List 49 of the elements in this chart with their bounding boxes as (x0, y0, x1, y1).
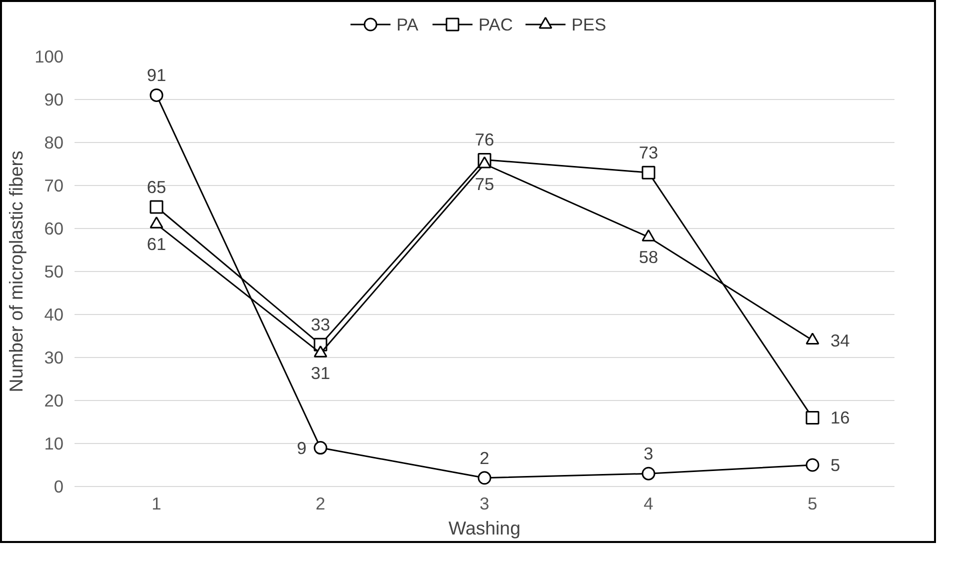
data-label: 91 (146, 65, 166, 86)
x-tick-label: 2 (316, 494, 326, 514)
point (478, 156, 492, 168)
x-tick-label: 3 (480, 494, 490, 514)
y-tick-label: 100 (34, 46, 64, 66)
y-tick-label: 40 (44, 304, 64, 324)
point (642, 466, 656, 480)
x-tick-label: 4 (644, 494, 654, 514)
point (642, 229, 656, 242)
point (150, 216, 164, 228)
data-label: 16 (830, 408, 850, 428)
y-tick-label: 0 (54, 476, 64, 496)
legend-label: PAC (478, 14, 513, 34)
data-label: 65 (146, 177, 166, 197)
point (314, 346, 328, 358)
legend-label: PES (572, 14, 606, 34)
data-label: 76 (474, 130, 494, 150)
data-label: 9 (296, 438, 307, 458)
y-tick-label: 30 (44, 348, 64, 368)
point (478, 471, 492, 485)
data-label: 31 (310, 363, 330, 384)
point (806, 332, 820, 345)
data-label: 75 (474, 174, 494, 194)
data-label: 3 (644, 444, 654, 464)
data-label: 61 (146, 234, 166, 254)
point (642, 166, 656, 180)
data-label: 58 (638, 247, 658, 268)
y-tick-label: 80 (44, 132, 64, 152)
point (150, 88, 164, 102)
point (806, 410, 820, 424)
y-axis-title: Number of microplastic fibers (6, 150, 27, 392)
point (806, 458, 820, 472)
y-tick-label: 50 (44, 262, 64, 282)
y-tick-label: 90 (44, 90, 64, 110)
data-label: 5 (830, 455, 840, 475)
y-tick-label: 60 (44, 218, 64, 238)
legend-label: PA (396, 14, 419, 34)
y-tick-label: 70 (44, 176, 64, 196)
y-tick-label: 10 (44, 434, 64, 454)
x-tick-label: 5 (808, 494, 818, 514)
x-tick-label: 1 (152, 494, 162, 514)
data-label: 73 (638, 142, 658, 163)
x-axis-title: Washing (448, 518, 520, 538)
y-tick-label: 20 (44, 390, 64, 410)
point (150, 200, 164, 214)
data-label: 33 (310, 314, 330, 335)
data-label: 34 (830, 330, 850, 350)
point (314, 441, 328, 455)
data-label: 2 (480, 448, 490, 468)
